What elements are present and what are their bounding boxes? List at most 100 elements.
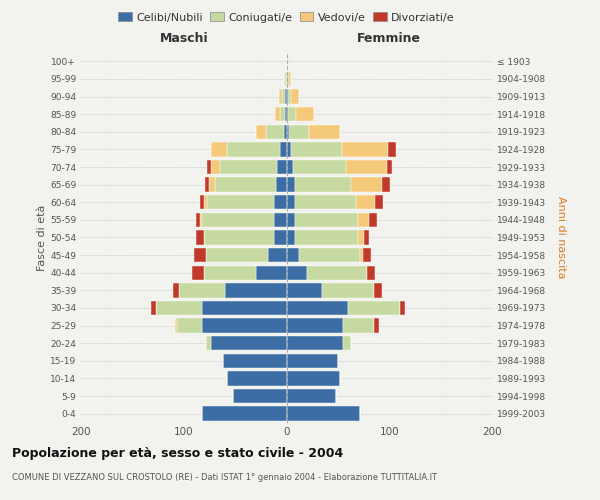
Bar [295, 212, 358, 227]
Bar [220, 160, 277, 174]
Bar [364, 230, 369, 244]
Bar [175, 318, 176, 333]
Text: Maschi: Maschi [160, 32, 208, 45]
Bar [290, 90, 299, 104]
Bar [284, 72, 286, 86]
Bar [274, 212, 287, 227]
Bar [151, 301, 156, 315]
Bar [287, 406, 361, 421]
Bar [284, 124, 287, 139]
Bar [307, 266, 367, 280]
Bar [211, 336, 287, 350]
Text: Femmine: Femmine [357, 32, 421, 45]
Bar [342, 142, 388, 156]
Bar [375, 195, 383, 210]
Bar [211, 160, 220, 174]
Bar [287, 248, 299, 262]
Bar [322, 283, 374, 298]
Bar [369, 212, 377, 227]
Bar [296, 107, 314, 122]
Bar [367, 266, 375, 280]
Bar [290, 142, 342, 156]
Bar [286, 107, 287, 122]
Bar [209, 178, 215, 192]
Bar [286, 72, 287, 86]
Bar [358, 230, 364, 244]
Bar [204, 266, 256, 280]
Bar [286, 90, 287, 104]
Bar [274, 230, 287, 244]
Bar [194, 248, 206, 262]
Bar [179, 283, 225, 298]
Bar [287, 178, 295, 192]
Bar [283, 90, 286, 104]
Bar [287, 72, 289, 86]
Bar [227, 142, 280, 156]
Bar [287, 230, 295, 244]
Bar [287, 283, 322, 298]
Bar [225, 283, 287, 298]
Bar [374, 318, 379, 333]
Bar [266, 124, 284, 139]
Bar [362, 248, 371, 262]
Bar [211, 142, 227, 156]
Bar [343, 336, 351, 350]
Bar [208, 195, 274, 210]
Bar [400, 301, 404, 315]
Bar [287, 212, 295, 227]
Bar [196, 212, 200, 227]
Bar [287, 124, 289, 139]
Bar [293, 160, 346, 174]
Bar [202, 406, 287, 421]
Bar [215, 178, 276, 192]
Bar [287, 107, 296, 122]
Bar [287, 371, 340, 386]
Bar [287, 301, 348, 315]
Bar [287, 389, 336, 404]
Bar [200, 195, 205, 210]
Bar [358, 212, 369, 227]
Bar [202, 212, 274, 227]
Bar [206, 336, 211, 350]
Bar [287, 160, 293, 174]
Bar [280, 142, 287, 156]
Bar [277, 160, 287, 174]
Bar [156, 301, 202, 315]
Bar [289, 124, 309, 139]
Bar [295, 195, 356, 210]
Bar [208, 160, 211, 174]
Bar [346, 160, 387, 174]
Bar [387, 160, 392, 174]
Bar [289, 72, 290, 86]
Bar [348, 301, 400, 315]
Bar [202, 301, 287, 315]
Bar [274, 195, 287, 210]
Y-axis label: Fasce di età: Fasce di età [37, 204, 47, 270]
Bar [356, 195, 375, 210]
Bar [205, 195, 208, 210]
Legend: Celibi/Nubili, Coniugati/e, Vedovi/e, Divorziati/e: Celibi/Nubili, Coniugati/e, Vedovi/e, Di… [116, 10, 457, 25]
Bar [287, 318, 343, 333]
Bar [276, 178, 287, 192]
Y-axis label: Anni di nascita: Anni di nascita [556, 196, 566, 279]
Bar [256, 124, 266, 139]
Bar [280, 107, 286, 122]
Text: Popolazione per età, sesso e stato civile - 2004: Popolazione per età, sesso e stato civil… [12, 448, 343, 460]
Bar [280, 90, 283, 104]
Bar [200, 212, 202, 227]
Bar [343, 318, 374, 333]
Bar [287, 142, 290, 156]
Bar [196, 230, 205, 244]
Bar [173, 283, 179, 298]
Bar [206, 248, 268, 262]
Text: COMUNE DI VEZZANO SUL CROSTOLO (RE) - Dati ISTAT 1° gennaio 2004 - Elaborazione : COMUNE DI VEZZANO SUL CROSTOLO (RE) - Da… [12, 472, 437, 482]
Bar [205, 178, 209, 192]
Bar [256, 266, 287, 280]
Bar [351, 178, 382, 192]
Bar [202, 318, 287, 333]
Bar [176, 318, 202, 333]
Bar [382, 178, 390, 192]
Bar [388, 142, 397, 156]
Bar [309, 124, 340, 139]
Bar [205, 230, 274, 244]
